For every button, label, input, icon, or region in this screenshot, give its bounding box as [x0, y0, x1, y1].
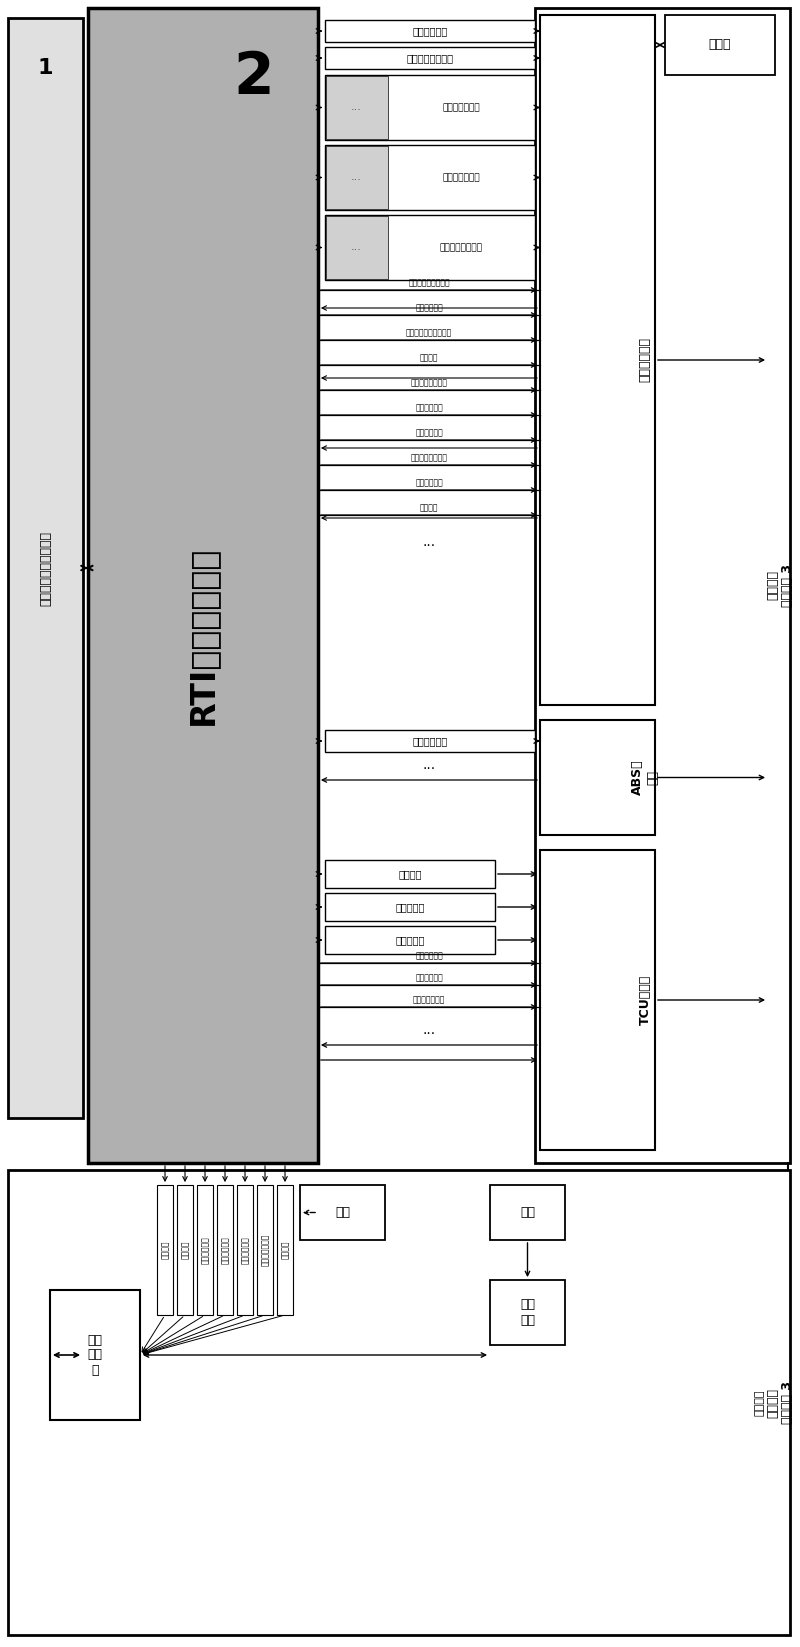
Text: 挡岔位置图: 挡岔位置图 — [395, 935, 425, 945]
Text: 整车系统站信号: 整车系统站信号 — [413, 995, 445, 1005]
Bar — [535, 8, 790, 1163]
Bar — [50, 1290, 140, 1420]
Text: 手刹开关: 手刹开关 — [181, 1240, 190, 1260]
Text: 进气压力传感器信号: 进气压力传感器信号 — [408, 278, 450, 288]
Text: 其他
控制
器: 其他 控制 器 — [87, 1334, 102, 1377]
Text: 1: 1 — [38, 58, 54, 77]
Text: 计算机: 计算机 — [709, 38, 731, 51]
Text: 恐怒信号: 恐怒信号 — [420, 504, 438, 512]
Text: 进气温度传感器: 进气温度传感器 — [442, 104, 480, 112]
Text: ...: ... — [422, 1023, 435, 1038]
Text: 利用卢队火暗控制信号: 利用卢队火暗控制信号 — [406, 328, 452, 338]
Text: 整车电子
控制装置 3: 整车电子 控制装置 3 — [766, 1380, 794, 1425]
Text: 制动信号: 制动信号 — [281, 1240, 290, 1260]
Text: 车载互联信号: 车载互联信号 — [412, 26, 448, 36]
Bar — [277, 1184, 293, 1314]
Bar — [157, 1184, 173, 1314]
Bar — [257, 1184, 273, 1314]
Text: 系统电源管理信号: 系统电源管理信号 — [406, 53, 454, 63]
Bar — [490, 1280, 565, 1346]
Text: ABS控
制器: ABS控 制器 — [631, 759, 659, 796]
Bar — [325, 145, 535, 211]
Text: 输入转速信号: 输入转速信号 — [415, 952, 443, 960]
Text: 电子
负载: 电子 负载 — [520, 1298, 535, 1326]
Text: 整车电子: 整车电子 — [755, 1390, 765, 1416]
Text: 仪表: 仪表 — [335, 1206, 350, 1219]
Text: 掩岔位置图: 掩岔位置图 — [395, 903, 425, 912]
Text: ...: ... — [350, 242, 362, 252]
Text: 输出转速信号: 输出转速信号 — [415, 973, 443, 983]
Text: 环境温度信号: 环境温度信号 — [221, 1237, 230, 1263]
Text: 电流信号: 电流信号 — [420, 354, 438, 362]
Bar — [490, 1184, 565, 1240]
Bar — [8, 1169, 790, 1635]
Text: 轮轴转速信号: 轮轴转速信号 — [412, 736, 448, 746]
Bar — [325, 48, 535, 69]
Text: 整车环境仿真模型模块: 整车环境仿真模型模块 — [39, 530, 52, 606]
Text: 发动机转速信号: 发动机转速信号 — [261, 1234, 270, 1267]
Bar — [325, 216, 535, 280]
Bar — [325, 76, 535, 140]
Text: 动力传输信号: 动力传输信号 — [415, 404, 443, 412]
Bar — [326, 147, 388, 209]
Bar — [325, 20, 535, 43]
Bar — [325, 926, 495, 954]
Bar — [326, 216, 388, 278]
Text: 点火开关: 点火开关 — [161, 1240, 170, 1260]
Text: 2: 2 — [234, 49, 274, 107]
Text: 制动拼入局位信号: 制动拼入局位信号 — [410, 453, 447, 463]
Text: 测试温度信号: 测试温度信号 — [201, 1237, 210, 1263]
Text: 汇总开关: 汇总开关 — [398, 870, 422, 879]
Text: ...: ... — [350, 173, 362, 183]
Bar — [540, 720, 655, 835]
Text: 节气门位置传感器: 节气门位置传感器 — [439, 244, 482, 252]
Bar — [540, 15, 655, 705]
Bar — [8, 18, 83, 1118]
Text: 火花分配起动信号: 火花分配起动信号 — [410, 379, 447, 387]
Text: 冷却温度传感器: 冷却温度传感器 — [442, 173, 480, 183]
Bar — [325, 860, 495, 888]
Text: ...: ... — [350, 102, 362, 112]
Text: 网关: 网关 — [520, 1206, 535, 1219]
Bar — [177, 1184, 193, 1314]
Text: 发动机控制器: 发动机控制器 — [638, 338, 651, 382]
Bar — [88, 8, 318, 1163]
Bar — [217, 1184, 233, 1314]
Text: ...: ... — [422, 535, 435, 548]
Bar — [325, 730, 535, 753]
Text: TCU控制器: TCU控制器 — [638, 975, 651, 1024]
Text: RTI实时接口模块: RTI实时接口模块 — [186, 545, 219, 725]
Bar — [325, 893, 495, 921]
Text: ...: ... — [422, 758, 435, 772]
Text: 机沿压力信号: 机沿压力信号 — [241, 1237, 250, 1263]
Text: 整车电子
控制装置 3: 整车电子 控制装置 3 — [766, 563, 794, 608]
Bar — [197, 1184, 213, 1314]
Text: 轮轴转速信号: 轮轴转速信号 — [415, 428, 443, 438]
Bar — [237, 1184, 253, 1314]
Bar — [540, 850, 655, 1150]
Text: 曲轴转速信号: 曲轴转速信号 — [415, 479, 443, 488]
Bar — [326, 76, 388, 138]
Bar — [300, 1184, 385, 1240]
Text: 食用温度信号: 食用温度信号 — [415, 303, 443, 313]
Bar — [665, 15, 775, 76]
